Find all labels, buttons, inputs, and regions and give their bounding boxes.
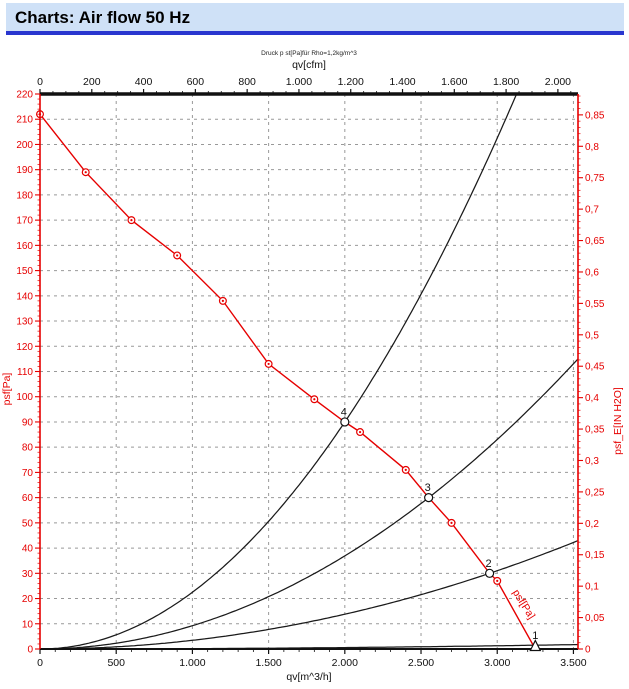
bottom-tick-label: 500 xyxy=(107,657,125,669)
bottom-tick-label: 1.000 xyxy=(179,657,205,669)
operating-point-label-3: 3 xyxy=(425,482,431,494)
right-tick-label: 0,8 xyxy=(585,142,599,153)
right-tick-label: 0 xyxy=(585,645,591,656)
fan-curve-marker-dot xyxy=(404,468,407,471)
right-tick-label: 0,75 xyxy=(585,173,605,184)
left-tick-label: 180 xyxy=(16,190,33,201)
operating-point-2 xyxy=(485,568,495,578)
left-axis-title: psf[Pa] xyxy=(1,373,13,406)
top-tick-label: 1.800 xyxy=(493,76,519,88)
left-tick-label: 100 xyxy=(16,392,33,403)
left-tick-label: 0 xyxy=(27,645,33,656)
bottom-tick-label: 3.000 xyxy=(484,657,510,669)
left-tick-label: 20 xyxy=(22,594,34,605)
fan-curve-marker-dot xyxy=(313,398,316,401)
right-tick-label: 0,3 xyxy=(585,456,599,467)
right-tick-label: 0,15 xyxy=(585,550,605,561)
fan-curve-marker-dot xyxy=(84,171,87,174)
fan-curve-marker-dot xyxy=(358,430,362,434)
right-tick-label: 0,1 xyxy=(585,582,599,593)
system-curve-3 xyxy=(40,358,579,650)
right-tick-label: 0,6 xyxy=(585,267,599,278)
top-tick-label: 1.000 xyxy=(286,76,312,88)
top-tick-label: 2.000 xyxy=(545,76,571,88)
page-title-bar: Charts: Air flow 50 Hz xyxy=(6,3,624,35)
page-title: Charts: Air flow 50 Hz xyxy=(15,8,191,27)
left-tick-label: 160 xyxy=(16,241,33,252)
top-tick-label: 0 xyxy=(37,76,43,88)
operating-point-label-2: 2 xyxy=(486,558,492,570)
operating-point-3 xyxy=(424,493,434,503)
operating-point-label-1: 1 xyxy=(532,630,538,642)
right-tick-label: 0,7 xyxy=(585,205,599,216)
bottom-tick-label: 2.000 xyxy=(332,657,358,669)
left-tick-label: 50 xyxy=(22,518,34,529)
top-tick-label: 400 xyxy=(135,76,153,88)
fan-curve-name-label: psf[Pa] xyxy=(510,587,538,621)
left-tick-label: 150 xyxy=(16,266,33,277)
bottom-axis-title: qv[m^3/h] xyxy=(286,671,331,683)
left-tick-label: 70 xyxy=(22,468,34,479)
right-tick-label: 0,85 xyxy=(585,110,605,121)
left-tick-label: 10 xyxy=(22,619,34,630)
fan-curve-marker-dot xyxy=(496,579,499,582)
top-tick-label: 200 xyxy=(83,76,101,88)
right-tick-label: 0,05 xyxy=(585,613,605,624)
right-tick-label: 0,2 xyxy=(585,519,599,530)
top-tick-label: 800 xyxy=(238,76,256,88)
airflow-chart: psf[Pa] 0 500 1.000 1.500 2.000 2.500 3.000 3.50… xyxy=(0,39,629,683)
top-tick-label: 1.400 xyxy=(389,76,415,88)
left-tick-label: 90 xyxy=(22,417,34,428)
fan-curve-marker-dot xyxy=(267,362,270,366)
fan-curve-marker-dot xyxy=(221,299,224,302)
bottom-tick-label: 2.500 xyxy=(408,657,434,669)
top-tick-label: 1.200 xyxy=(338,76,364,88)
operating-point-label-4: 4 xyxy=(341,406,347,418)
operating-point-1 xyxy=(529,639,542,652)
left-tick-label: 60 xyxy=(22,493,34,504)
left-tick-label: 40 xyxy=(22,544,34,555)
operating-point-4 xyxy=(340,417,350,427)
fan-curve-marker-dot xyxy=(450,521,453,524)
right-tick-label: 0,4 xyxy=(585,393,599,404)
system-curve-4 xyxy=(40,93,518,650)
left-tick-label: 30 xyxy=(22,569,34,580)
left-tick-label: 120 xyxy=(16,342,33,353)
left-tick-label: 220 xyxy=(16,90,33,101)
fan-curve-marker-dot xyxy=(130,219,133,222)
airflow-chart-svg: psf[Pa]0 500 1.000 1.500 2.000 2.500 3.000 3.50… xyxy=(1,50,624,683)
left-tick-label: 190 xyxy=(16,165,33,176)
bottom-tick-label: 3.500 xyxy=(560,657,586,669)
bottom-tick-label: 0 xyxy=(37,657,43,669)
right-tick-label: 0,25 xyxy=(585,487,605,498)
left-tick-label: 140 xyxy=(16,291,33,302)
left-tick-label: 200 xyxy=(16,140,33,151)
right-tick-label: 0,5 xyxy=(585,330,599,341)
right-tick-label: 0,45 xyxy=(585,362,605,373)
top-tick-label: 600 xyxy=(187,76,205,88)
top-axis-title: qv[cfm] xyxy=(292,59,326,71)
right-tick-label: 0,35 xyxy=(585,425,605,436)
top-tick-label: 1.600 xyxy=(441,76,467,88)
bottom-tick-label: 1.500 xyxy=(255,657,281,669)
chart-note: Druck p st[Pa]für Rho=1,2kg/m^3 xyxy=(261,50,357,57)
left-tick-label: 130 xyxy=(16,317,33,328)
left-tick-label: 210 xyxy=(16,115,33,126)
right-axis-title: psf_E[IN H2O] xyxy=(612,387,624,455)
right-tick-label: 0,65 xyxy=(585,236,605,247)
right-tick-label: 0,55 xyxy=(585,299,605,310)
left-tick-label: 110 xyxy=(17,367,33,378)
fan-curve-marker-dot xyxy=(176,254,179,257)
left-tick-label: 80 xyxy=(22,443,34,454)
left-tick-label: 170 xyxy=(16,216,33,227)
